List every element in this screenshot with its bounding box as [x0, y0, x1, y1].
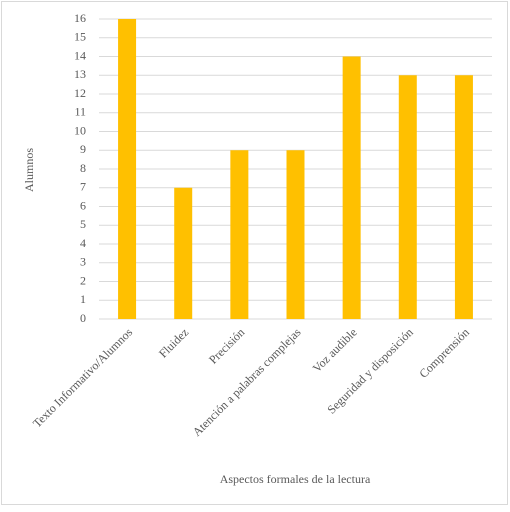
y-tick-label: 13	[74, 67, 86, 81]
x-axis-label: Aspectos formales de la lectura	[220, 472, 371, 486]
y-tick-label: 12	[74, 86, 86, 100]
y-tick-label: 7	[80, 180, 86, 194]
y-tick-label: 0	[80, 311, 86, 325]
y-tick-label: 14	[74, 48, 86, 62]
y-tick-label: 6	[80, 198, 86, 212]
y-tick-label: 3	[80, 255, 86, 269]
y-tick-label: 11	[74, 105, 86, 119]
y-tick-label: 9	[80, 142, 86, 156]
y-tick-label: 5	[80, 217, 86, 231]
bar	[230, 150, 249, 319]
y-tick-label: 8	[80, 161, 86, 175]
bar	[174, 187, 193, 319]
bar	[118, 19, 137, 319]
bar	[342, 56, 361, 319]
y-tick-label: 1	[80, 292, 86, 306]
y-tick-label: 16	[74, 11, 86, 25]
bar	[454, 75, 473, 319]
y-axis-label: Alumnos	[22, 148, 36, 192]
y-tick-label: 2	[80, 273, 86, 287]
y-tick-label: 4	[80, 236, 86, 250]
bar	[398, 75, 417, 319]
bar	[286, 150, 305, 319]
y-tick-label: 15	[74, 30, 86, 44]
chart-border	[1, 1, 508, 505]
y-tick-label: 10	[74, 123, 86, 137]
